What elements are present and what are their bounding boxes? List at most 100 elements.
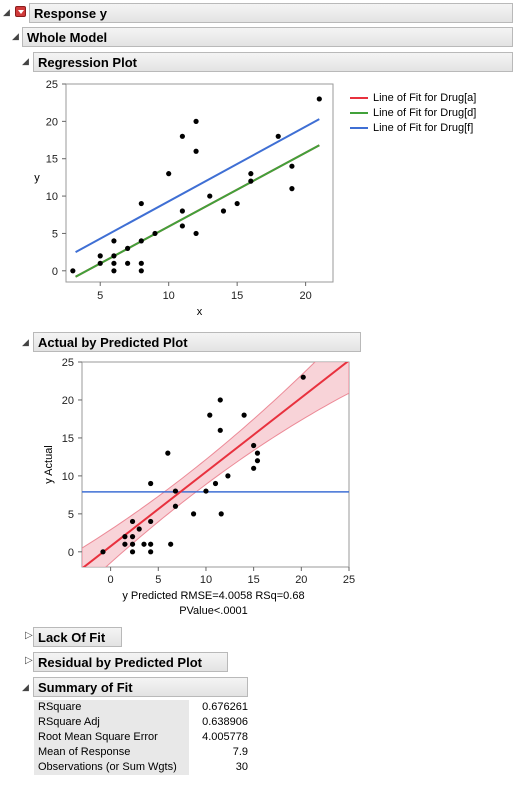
data-point: [172, 488, 179, 494]
y-tick-label: 5: [68, 509, 74, 521]
x-tick-label: 15: [248, 574, 260, 586]
data-point: [225, 473, 231, 479]
expand-triangle-icon[interactable]: ▷: [25, 655, 33, 666]
data-point: [193, 118, 199, 124]
x-tick-label: 15: [231, 290, 243, 302]
residual-by-predicted-header[interactable]: Residual by Predicted Plot: [33, 652, 228, 672]
data-point: [138, 238, 144, 244]
legend-swatch: [350, 97, 368, 99]
data-point: [111, 238, 117, 244]
summary-value: 4.005778: [189, 730, 252, 745]
data-point: [111, 268, 117, 274]
data-point: [207, 412, 213, 418]
data-point: [217, 397, 223, 403]
summary-label: RSquare Adj: [34, 715, 189, 730]
table-row: RSquare Adj 0.638906: [34, 715, 252, 730]
collapse-triangle-icon[interactable]: ◢: [3, 7, 10, 17]
summary-value: 0.638906: [189, 715, 252, 730]
data-point: [220, 208, 227, 214]
data-point: [193, 148, 199, 154]
data-point: [168, 541, 174, 547]
collapse-triangle-icon[interactable]: ◢: [22, 682, 29, 692]
legend-swatch: [350, 127, 368, 129]
table-row: Observations (or Sum Wgts) 30: [34, 760, 252, 775]
data-point: [179, 208, 185, 214]
data-point: [254, 458, 261, 464]
data-point: [248, 178, 254, 184]
plot-area: [82, 362, 349, 567]
whole-model-header[interactable]: Whole Model: [22, 27, 513, 47]
regression-plot-title: Regression Plot: [38, 54, 137, 70]
plot-frame: [65, 83, 334, 283]
x-tick-label: 20: [299, 290, 311, 302]
legend-label: Line of Fit for Drug[f]: [373, 122, 474, 134]
data-point: [254, 450, 261, 456]
summary-value: 7.9: [189, 745, 252, 760]
data-point: [141, 541, 147, 547]
data-point: [251, 442, 257, 449]
x-tick-label: 5: [97, 290, 103, 302]
data-point: [193, 230, 199, 237]
summary-value: 30: [189, 760, 252, 775]
data-point: [122, 534, 128, 540]
data-point: [148, 480, 154, 487]
y-tick-label: 10: [46, 191, 58, 203]
regression-plot-header[interactable]: Regression Plot: [33, 52, 513, 72]
y-axis-label: y: [34, 172, 40, 184]
x-tick-label: 0: [108, 574, 114, 586]
data-point: [129, 549, 136, 555]
data-point: [138, 260, 144, 266]
collapse-triangle-icon[interactable]: ◢: [22, 56, 29, 66]
lack-of-fit-header[interactable]: Lack Of Fit: [33, 627, 122, 647]
legend-label: Line of Fit for Drug[a]: [373, 92, 477, 104]
data-point: [289, 163, 295, 169]
fit-line: [75, 118, 320, 253]
data-point: [129, 518, 136, 525]
data-point: [148, 541, 154, 547]
data-point: [129, 534, 136, 540]
legend-label: Line of Fit for Drug[d]: [373, 107, 477, 119]
data-point: [125, 245, 131, 251]
y-tick-label: 5: [52, 228, 58, 240]
table-row: RSquare 0.676261: [34, 700, 252, 715]
data-point: [300, 374, 306, 380]
y-tick-label: 20: [62, 395, 74, 407]
actual-by-predicted-header[interactable]: Actual by Predicted Plot: [33, 332, 361, 352]
y-tick-label: 25: [46, 79, 58, 91]
data-point: [316, 96, 322, 102]
data-point: [111, 253, 117, 259]
x-tick-label: 5: [155, 574, 161, 586]
x-axis-label: y Predicted RMSE=4.0058 RSq=0.68: [122, 590, 304, 602]
legend-swatch: [350, 112, 368, 114]
data-point: [152, 230, 158, 237]
collapse-triangle-icon[interactable]: ◢: [12, 31, 19, 41]
residual-by-predicted-title: Residual by Predicted Plot: [38, 654, 202, 670]
data-point: [70, 268, 76, 274]
data-point: [241, 412, 247, 418]
y-tick-label: 15: [62, 433, 74, 445]
response-header[interactable]: Response y: [29, 3, 513, 23]
data-point: [136, 526, 142, 532]
response-title: Response y: [34, 5, 107, 21]
data-point: [100, 549, 106, 555]
data-point: [97, 253, 103, 259]
data-point: [166, 171, 172, 177]
data-point: [97, 260, 103, 266]
expand-triangle-icon[interactable]: ▷: [25, 630, 33, 641]
data-point: [190, 511, 197, 517]
data-point: [218, 511, 224, 517]
red-triangle-menu-icon[interactable]: [15, 6, 26, 17]
data-point: [148, 518, 154, 525]
summary-label: Mean of Response: [34, 745, 189, 760]
y-tick-label: 15: [46, 154, 58, 166]
table-row: Mean of Response 7.9: [34, 745, 252, 760]
data-point: [179, 133, 185, 139]
legend-item: Line of Fit for Drug[d]: [350, 107, 476, 119]
summary-of-fit-header[interactable]: Summary of Fit: [33, 677, 248, 697]
collapse-triangle-icon[interactable]: ◢: [22, 337, 29, 347]
data-point: [203, 488, 209, 494]
data-point: [217, 427, 223, 433]
x-tick-label: 10: [200, 574, 212, 586]
data-point: [125, 260, 131, 266]
data-point: [179, 223, 185, 229]
